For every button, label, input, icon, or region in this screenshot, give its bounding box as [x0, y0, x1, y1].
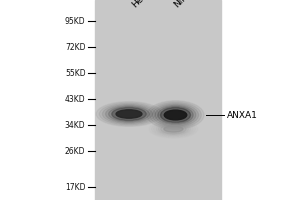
Text: HeLa: HeLa [130, 0, 153, 9]
Ellipse shape [160, 108, 190, 122]
Text: ANXA1: ANXA1 [226, 110, 257, 119]
Ellipse shape [155, 105, 196, 125]
Text: 72KD: 72KD [65, 43, 85, 51]
Ellipse shape [102, 104, 156, 124]
Ellipse shape [106, 105, 152, 123]
Text: 34KD: 34KD [65, 120, 85, 130]
Text: 26KD: 26KD [65, 146, 85, 156]
Text: NIH3T3: NIH3T3 [172, 0, 202, 9]
Ellipse shape [147, 101, 204, 129]
Ellipse shape [158, 123, 188, 135]
Ellipse shape [112, 108, 146, 120]
Ellipse shape [99, 103, 159, 125]
Ellipse shape [116, 110, 142, 118]
Ellipse shape [150, 102, 201, 128]
Ellipse shape [158, 106, 193, 124]
Ellipse shape [161, 124, 186, 134]
Ellipse shape [164, 126, 183, 132]
Ellipse shape [156, 122, 191, 136]
Text: 55KD: 55KD [65, 68, 85, 77]
Bar [94, 0, 220, 200]
Ellipse shape [109, 106, 149, 122]
Text: 43KD: 43KD [65, 95, 85, 104]
Ellipse shape [96, 102, 162, 126]
Ellipse shape [164, 110, 187, 120]
Text: 17KD: 17KD [65, 182, 85, 192]
Ellipse shape [152, 103, 199, 127]
Text: 95KD: 95KD [65, 17, 85, 25]
